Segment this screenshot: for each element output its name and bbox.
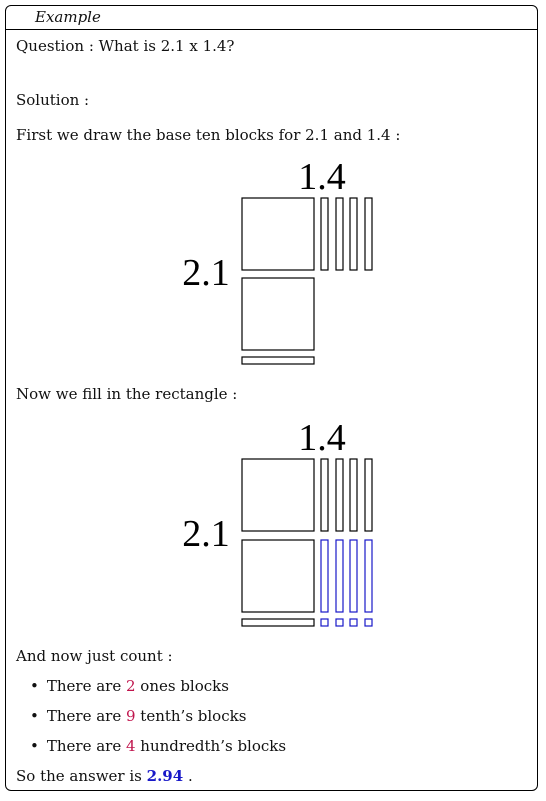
hundredth-block [320,618,329,627]
filled-tenth-block [320,539,329,613]
tenth-block [364,197,373,271]
title-bar: Example [6,6,537,30]
answer-text: So the answer is [16,767,147,785]
bullet-text: There are [46,707,126,725]
answer-value: 2.94 [146,767,184,785]
bullet-icon: • [30,677,39,695]
bullet-icon: • [30,707,39,725]
tenth-block [335,197,344,271]
hundredth-block [349,618,358,627]
bullet-text: hundredth’s blocks [135,737,287,755]
diagram-2-top-label: 1.4 [298,417,346,459]
hundredth-block [335,618,344,627]
answer-line: So the answer is 2.94 . [16,767,193,785]
bullet-text: tenth’s blocks [135,707,247,725]
bullet-text: There are [46,677,126,695]
step-1-text: First we draw the base ten blocks for 2.… [16,126,401,144]
diagram-1-top-label: 1.4 [298,156,346,198]
tenth-block [349,458,358,532]
bullet-text: There are [46,737,126,755]
tenth-block [320,458,329,532]
list-item: • There are 4 hundredth’s blocks [30,737,286,755]
bullet-icon: • [30,737,39,755]
example-box: Example [5,5,538,791]
step-2-text: Now we fill in the rectangle : [16,385,238,403]
tenth-block [335,458,344,532]
tenth-block [320,197,329,271]
tenth-block [349,197,358,271]
bullet-count: 9 [125,707,136,725]
tenth-block [241,356,315,365]
diagram-1-left-label: 2.1 [182,252,230,294]
answer-text: . [183,767,193,785]
ones-block [241,197,315,271]
hundredth-block [364,618,373,627]
filled-tenth-block [335,539,344,613]
ones-block [241,277,315,351]
ones-block [241,539,315,613]
diagram-2-left-label: 2.1 [182,513,230,555]
example-title: Example [35,8,101,26]
tenth-block [241,618,315,627]
bullet-count: 2 [125,677,136,695]
question-text: Question : What is 2.1 x 1.4? [16,37,235,55]
step-3-text: And now just count : [16,647,173,665]
bullet-text: ones blocks [135,677,229,695]
filled-tenth-block [349,539,358,613]
list-item: • There are 2 ones blocks [30,677,229,695]
solution-label: Solution : [16,91,90,109]
ones-block [241,458,315,532]
filled-tenth-block [364,539,373,613]
bullet-count: 4 [125,737,136,755]
list-item: • There are 9 tenth’s blocks [30,707,246,725]
tenth-block [364,458,373,532]
